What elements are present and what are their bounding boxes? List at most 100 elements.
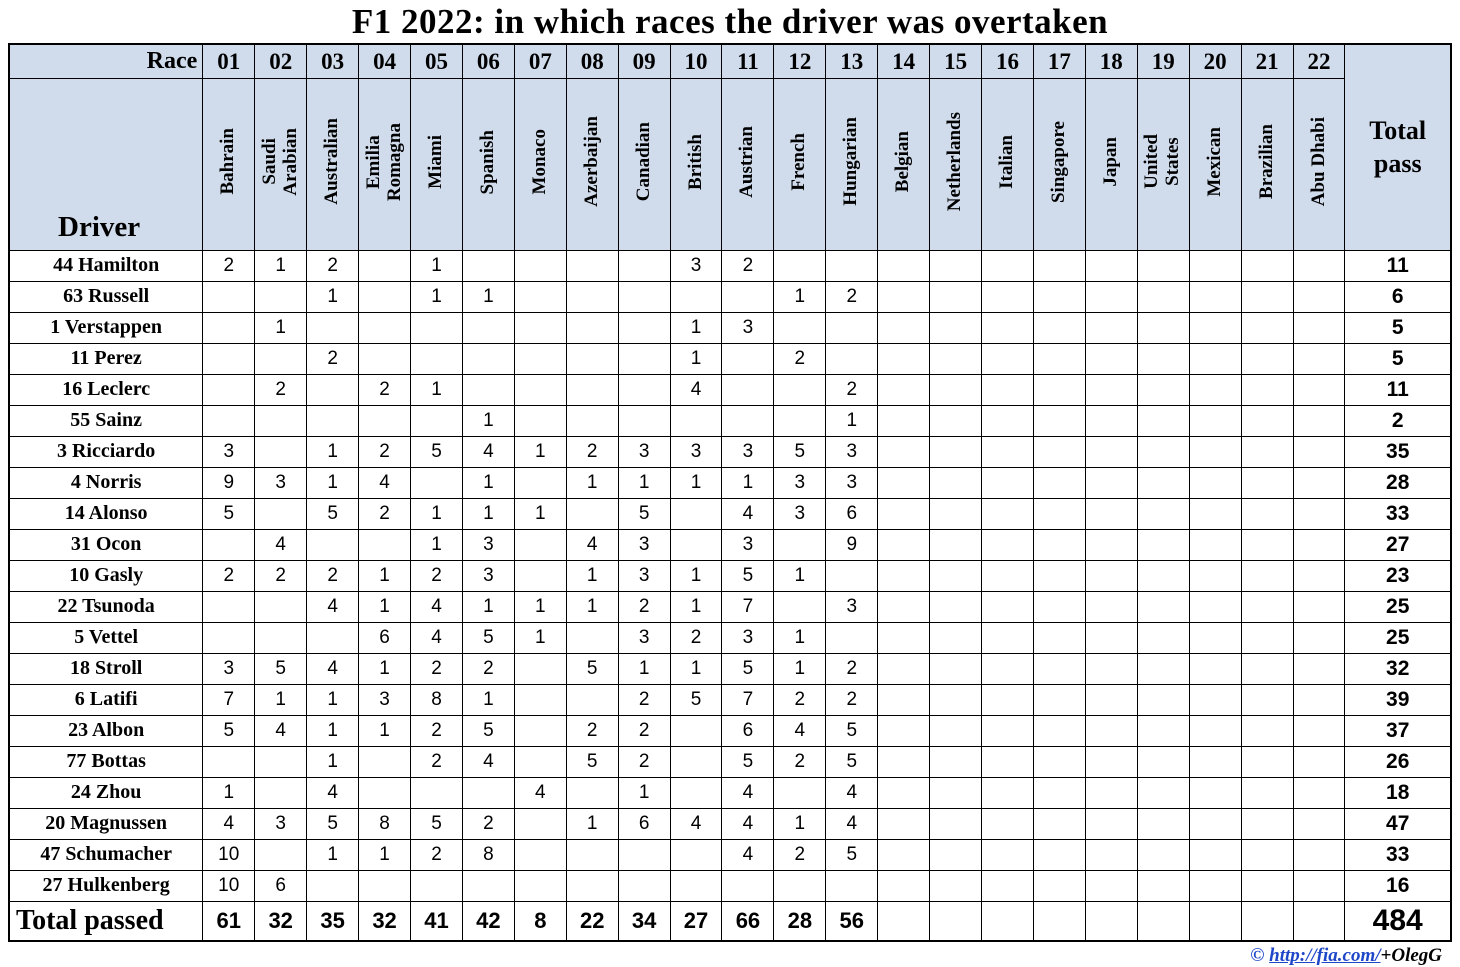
overtake-count-cell [410, 342, 463, 375]
overtake-count-cell: 4 [669, 807, 723, 840]
overtake-count-cell [877, 590, 931, 623]
overtake-count-cell [1032, 497, 1086, 530]
race-name-header: Monaco [513, 77, 567, 251]
overtake-count-cell [1136, 869, 1190, 902]
overtake-count-cell: 1 [461, 404, 515, 437]
driver-name: 16 Leclerc [8, 373, 204, 406]
overtake-count-cell [358, 342, 412, 375]
totals-row: Total passed 61 32 35 32 41 42 8 22 34 27 66 28 56 484 [8, 900, 1452, 942]
overtake-count-cell [1136, 311, 1190, 344]
overtake-count-cell: 5 [461, 621, 515, 654]
overtake-count-cell [1032, 838, 1086, 871]
race-total-cell: 42 [461, 900, 515, 942]
driver-row: 44 Hamilton 2 1 2 1 3 2 11 [8, 249, 1452, 282]
overtake-count-cell [358, 776, 412, 809]
overtake-count-cell [669, 497, 723, 530]
overtake-count-cell: 4 [773, 714, 827, 747]
race-name-header: Bahrain [202, 77, 256, 251]
overtake-count-cell [410, 404, 463, 437]
overtake-count-cell [1032, 652, 1086, 685]
overtake-count-cell: 1 [358, 714, 412, 747]
overtake-count-cell: 5 [306, 807, 360, 840]
driver-row: 5 Vettel 6 4 5 1 3 2 3 1 25 [8, 621, 1452, 654]
overtake-count-cell [1240, 435, 1294, 468]
overtake-count-cell [254, 435, 308, 468]
overtake-count-cell: 4 [410, 621, 463, 654]
overtake-count-cell: 1 [513, 435, 567, 468]
overtake-count-cell: 4 [358, 466, 412, 499]
race-name-header: French [773, 77, 827, 251]
race-number-header: 14 [877, 43, 931, 79]
race-total-cell: 35 [306, 900, 360, 942]
overtake-count-cell [1136, 621, 1190, 654]
overtake-count-cell [1188, 466, 1242, 499]
race-name-header: Singapore [1032, 77, 1086, 251]
overtake-count-cell [1032, 621, 1086, 654]
overtake-count-cell [1188, 280, 1242, 313]
overtake-count-cell [1032, 745, 1086, 778]
overtake-count-cell [565, 621, 619, 654]
overtake-count-cell [1240, 249, 1294, 282]
overtake-count-cell: 3 [617, 621, 671, 654]
driver-total-cell: 25 [1344, 590, 1452, 623]
overtake-count-cell [1188, 745, 1242, 778]
overtake-count-cell [1136, 249, 1190, 282]
overtake-count-cell: 1 [773, 807, 827, 840]
overtake-count-cell [1084, 404, 1138, 437]
driver-total-cell: 32 [1344, 652, 1452, 685]
overtake-count-cell: 5 [825, 714, 879, 747]
driver-name: 20 Magnussen [8, 807, 204, 840]
overtake-count-cell [461, 373, 515, 406]
overtake-count-cell [254, 745, 308, 778]
footer-link[interactable]: http://fia.com/ [1269, 945, 1381, 967]
race-number-header: 03 [306, 43, 360, 79]
overtake-count-cell [773, 249, 827, 282]
overtake-count-cell: 1 [254, 683, 308, 716]
driver-name: 27 Hulkenberg [8, 869, 204, 902]
overtake-count-cell: 5 [565, 652, 619, 685]
overtake-count-cell [773, 373, 827, 406]
overtake-count-cell [877, 559, 931, 592]
overtake-count-cell [513, 311, 567, 344]
race-name-text: Emilia Romagna [362, 122, 405, 201]
overtake-count-cell: 9 [202, 466, 256, 499]
overtake-count-cell: 1 [306, 838, 360, 871]
overtake-count-cell [1032, 559, 1086, 592]
race-name-header: Miami [410, 77, 463, 251]
overtake-count-cell [773, 404, 827, 437]
overtake-count-cell [877, 838, 931, 871]
overtake-count-cell [877, 404, 931, 437]
overtake-count-cell [1136, 404, 1190, 437]
overtake-count-cell: 1 [773, 280, 827, 313]
overtake-count-cell: 4 [721, 497, 775, 530]
driver-total-cell: 26 [1344, 745, 1452, 778]
race-number-header: 10 [669, 43, 723, 79]
overtake-count-cell: 1 [669, 652, 723, 685]
race-name-text: Azerbaijan [580, 116, 602, 208]
overtake-count-cell [1136, 373, 1190, 406]
race-number-header: 17 [1032, 43, 1086, 79]
overtake-count-cell: 4 [306, 590, 360, 623]
driver-name: 5 Vettel [8, 621, 204, 654]
driver-total-cell: 47 [1344, 807, 1452, 840]
overtake-count-cell: 4 [825, 807, 879, 840]
driver-name: 3 Ricciardo [8, 435, 204, 468]
overtake-count-cell [669, 838, 723, 871]
race-number-header: 15 [929, 43, 983, 79]
overtake-count-cell [1136, 466, 1190, 499]
overtake-count-cell: 3 [773, 497, 827, 530]
driver-row: 1 Verstappen 1 1 3 5 [8, 311, 1452, 344]
race-total-cell: 41 [410, 900, 463, 942]
overtake-count-cell: 5 [773, 435, 827, 468]
overtake-count-cell: 3 [617, 559, 671, 592]
overtake-count-cell [929, 404, 983, 437]
driver-row: 47 Schumacher 10 1 1 2 8 4 2 5 33 [8, 838, 1452, 871]
overtake-count-cell: 4 [513, 776, 567, 809]
driver-total-cell: 39 [1344, 683, 1452, 716]
overtake-count-cell [981, 497, 1034, 530]
race-name-text: Monaco [528, 129, 550, 195]
driver-row: 22 Tsunoda 4 1 4 1 1 1 2 1 7 3 25 [8, 590, 1452, 623]
overtake-count-cell [1136, 838, 1190, 871]
overtake-count-cell [721, 342, 775, 375]
overtake-count-cell: 4 [565, 528, 619, 561]
